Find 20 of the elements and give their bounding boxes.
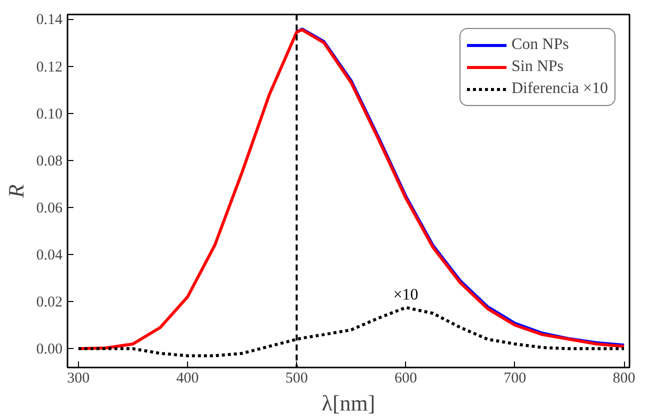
legend-label: Diferencia ×10	[511, 80, 608, 98]
y-axis-title: R	[3, 184, 28, 199]
x-tick-label: 400	[176, 370, 199, 386]
y-tick-label: 0.14	[36, 12, 63, 28]
y-tick-label: 0.08	[36, 153, 62, 170]
x-axis-title: λ[nm]	[322, 390, 376, 416]
annotation: ×10	[393, 286, 418, 304]
x-tick-label: 600	[394, 370, 418, 386]
x-tick-label: 500	[285, 370, 308, 386]
y-tick-label: 0.10	[36, 106, 62, 122]
x-tick-label: 700	[504, 370, 526, 386]
x-tick-label: 800	[612, 370, 636, 386]
y-tick-label: 0.00	[36, 342, 62, 358]
y-tick-label: 0.12	[36, 59, 62, 76]
x-tick-label: 300	[67, 370, 90, 386]
legend-label: Sin NPs	[511, 58, 564, 76]
y-tick-label: 0.06	[36, 200, 63, 216]
y-tick-label: 0.04	[36, 248, 63, 264]
y-tick-label: 0.02	[36, 294, 62, 311]
legend-label: Con NPs	[511, 36, 569, 54]
